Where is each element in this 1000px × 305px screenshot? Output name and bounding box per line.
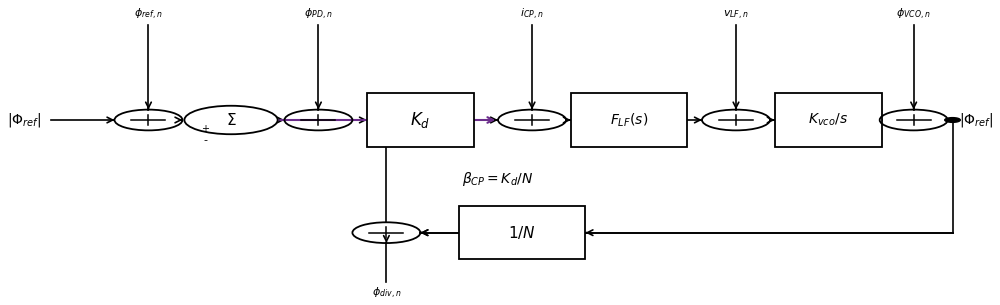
- Text: $|\Phi_{ref}|$: $|\Phi_{ref}|$: [959, 111, 994, 129]
- FancyBboxPatch shape: [571, 93, 687, 147]
- FancyBboxPatch shape: [775, 93, 882, 147]
- Text: $\beta_{CP} = K_d / N$: $\beta_{CP} = K_d / N$: [462, 170, 534, 188]
- FancyBboxPatch shape: [459, 206, 585, 259]
- Text: $i_{CP,n}$: $i_{CP,n}$: [520, 7, 544, 22]
- Text: $\phi_{div,n}$: $\phi_{div,n}$: [372, 286, 401, 301]
- Text: $K_d$: $K_d$: [410, 110, 431, 130]
- Text: $\phi_{ref,n}$: $\phi_{ref,n}$: [134, 7, 163, 22]
- Text: $\phi_{VCO,n}$: $\phi_{VCO,n}$: [896, 7, 931, 22]
- Text: $\phi_{PD,n}$: $\phi_{PD,n}$: [304, 7, 333, 22]
- Text: $\Sigma$: $\Sigma$: [226, 112, 236, 128]
- Text: $K_{vco}/s$: $K_{vco}/s$: [808, 112, 848, 128]
- Text: $F_{LF}(s)$: $F_{LF}(s)$: [610, 111, 648, 129]
- Text: $|\Phi_{ref}|$: $|\Phi_{ref}|$: [7, 111, 42, 129]
- Text: $1/N$: $1/N$: [508, 224, 536, 241]
- Text: -: -: [203, 135, 207, 145]
- Text: $v_{LF,n}$: $v_{LF,n}$: [723, 9, 749, 22]
- Circle shape: [945, 118, 960, 122]
- Text: +: +: [201, 124, 209, 134]
- FancyBboxPatch shape: [367, 93, 474, 147]
